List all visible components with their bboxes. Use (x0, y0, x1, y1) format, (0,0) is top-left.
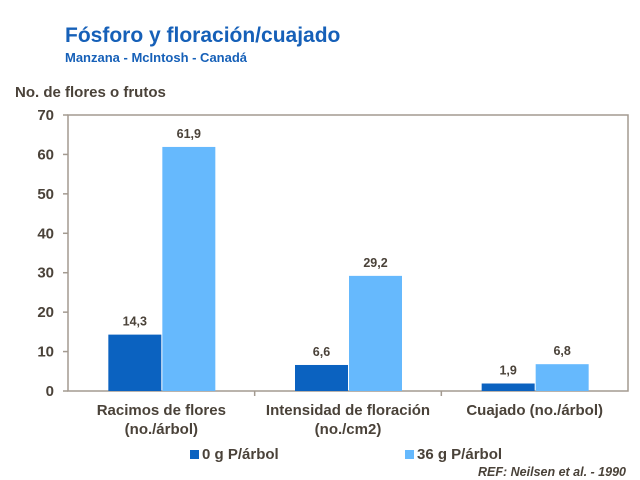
x-tick-label: Racimos de flores (97, 402, 226, 419)
x-tick-label: (no./cm2) (315, 421, 382, 438)
legend-swatch (190, 450, 199, 459)
reference-note: REF: Neilsen et al. - 1990 (478, 465, 626, 479)
legend-label: 0 g P/árbol (202, 446, 279, 463)
y-tick-label: 50 (37, 186, 54, 203)
bar (108, 334, 162, 391)
legend-label: 36 g P/árbol (417, 446, 503, 463)
bar (295, 364, 348, 391)
y-tick-label: 60 (37, 146, 54, 163)
bar (162, 146, 216, 391)
y-tick-label: 70 (37, 107, 54, 124)
bar (349, 275, 402, 391)
chart-subtitle: Manzana - McIntosh - Canadá (65, 50, 248, 65)
bar (481, 383, 535, 391)
chart-title: Fósforo y floración/cuajado (65, 24, 341, 47)
x-tick-label: Intensidad de floración (266, 402, 430, 419)
data-label: 29,2 (363, 256, 387, 270)
legend-swatch (405, 450, 414, 459)
bar (535, 364, 589, 391)
data-label: 6,6 (313, 345, 330, 359)
data-label: 14,3 (123, 315, 147, 329)
legend-item-0: 0 g P/árbol (190, 446, 279, 463)
data-label: 1,9 (499, 364, 516, 378)
y-tick-label: 20 (37, 304, 54, 321)
data-label: 61,9 (177, 127, 201, 141)
y-axis-label: No. de flores o frutos (15, 84, 166, 101)
y-tick-label: 40 (37, 225, 54, 242)
y-tick-label: 0 (46, 383, 54, 400)
y-tick-label: 10 (37, 344, 54, 361)
legend-item-1: 36 g P/árbol (405, 446, 502, 463)
x-tick-label: (no./árbol) (125, 421, 198, 438)
y-tick-label: 30 (37, 265, 54, 282)
x-tick-label: Cuajado (no./árbol) (466, 402, 603, 419)
data-label: 6,8 (553, 344, 570, 358)
